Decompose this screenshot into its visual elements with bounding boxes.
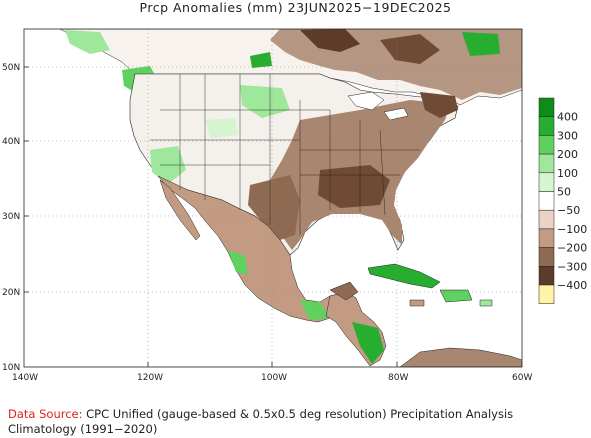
footer: Data Source: CPC Unified (gauge-based & … (8, 407, 513, 437)
lon-label-80w: 80W (388, 373, 408, 383)
legend-colorbar (538, 97, 555, 304)
puerto-rico (479, 299, 493, 307)
cuba (367, 263, 441, 289)
canada-wet-west2 (65, 30, 110, 54)
graticule (24, 29, 522, 367)
lat-label-40n: 40N (2, 137, 20, 147)
data-source-label: Data Source: (8, 407, 83, 421)
jamaica (409, 299, 425, 307)
map-frame (23, 28, 523, 368)
legend-swatch (538, 172, 555, 192)
legend-label: 300 (557, 129, 578, 142)
canada-wet-mid (250, 52, 272, 68)
lat-label-30n: 30N (2, 212, 20, 222)
legend-swatch (538, 284, 555, 304)
legend-swatch (538, 209, 555, 230)
mexico-south-wet (300, 300, 330, 320)
canada-wet-east (462, 32, 500, 56)
lat-label-50n: 50N (2, 63, 20, 73)
lat-label-20n: 20N (2, 288, 20, 298)
usa-plains-wet (240, 85, 290, 118)
mexico-wet-west (228, 250, 248, 275)
yucatan (329, 281, 359, 301)
legend-swatch (538, 135, 555, 155)
legend-swatch (538, 116, 555, 136)
legend-swatch (538, 228, 555, 248)
usa-strong-dry-gulf (318, 165, 390, 208)
central-america-wet (352, 322, 384, 364)
legend-label: 100 (557, 167, 578, 180)
legend-labels: 400 300 200 100 50 −50 −100 −200 −300 −400 (557, 111, 587, 292)
legend-swatch (538, 266, 555, 286)
legend-swatch (538, 247, 555, 267)
usa-newengland-dry (420, 92, 458, 118)
mexico-baja (159, 179, 201, 241)
legend-label: 50 (557, 186, 571, 199)
state-borders (150, 74, 420, 235)
legend-label: −400 (557, 279, 587, 292)
legend-label: −200 (557, 242, 587, 255)
legend-label: 200 (557, 148, 578, 161)
map-title: Prcp Anomalies (mm) 23JUN2025−19DEC2025 (139, 0, 452, 15)
legend-label: 400 (557, 111, 578, 124)
lon-label-120w: 120W (137, 373, 163, 383)
legend-swatch (538, 97, 555, 117)
usa-plains-wet2 (205, 118, 238, 138)
usa-texas-dry (248, 175, 300, 240)
great-lakes (347, 91, 409, 121)
legend-swatch (538, 153, 555, 174)
climatology-text: Climatology (1991−2020) (8, 422, 158, 436)
canada-strong-dry (300, 29, 360, 52)
south-america-land (399, 347, 522, 367)
legend-label: −100 (557, 223, 587, 236)
canada-dry-east (380, 34, 440, 64)
data-source-text: CPC Unified (gauge-based & 0.5x0.5 deg r… (86, 407, 514, 421)
lon-label-140w: 140W (12, 373, 38, 383)
lat-label-10n: 10N (2, 363, 20, 373)
legend-label: −50 (557, 204, 580, 217)
hispaniola (439, 289, 473, 303)
lon-label-60w: 60W (512, 373, 532, 383)
lon-label-100w: 100W (261, 373, 287, 383)
axis-ticks (24, 66, 398, 367)
legend-swatch (538, 191, 555, 211)
legend-label: −300 (557, 260, 587, 273)
